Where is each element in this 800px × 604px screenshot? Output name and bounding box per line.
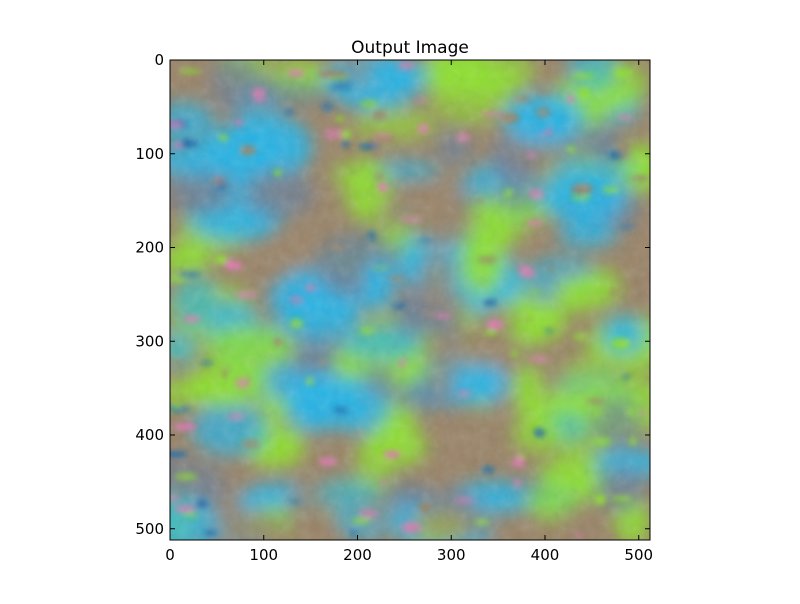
output-image <box>170 60 650 540</box>
y-tick-label: 300 <box>135 332 164 350</box>
x-tick-label: 300 <box>437 546 466 564</box>
y-tick-label: 400 <box>135 426 164 444</box>
y-tick-label: 200 <box>135 239 164 257</box>
y-axis: 0 100 200 300 400 500 <box>135 51 650 538</box>
x-axis: 0 100 200 300 400 500 <box>165 60 653 564</box>
x-tick-label: 200 <box>343 546 372 564</box>
x-tick-label: 100 <box>249 546 278 564</box>
chart-title: Output Image <box>351 38 469 58</box>
x-tick-label: 400 <box>531 546 560 564</box>
x-tick-label: 500 <box>624 546 653 564</box>
image-texture <box>170 60 650 540</box>
plot-frame <box>169 59 651 541</box>
x-tick-label: 0 <box>165 546 175 564</box>
y-tick-label: 100 <box>135 145 164 163</box>
y-tick-label: 500 <box>135 520 164 538</box>
y-tick-label: 0 <box>154 51 164 69</box>
